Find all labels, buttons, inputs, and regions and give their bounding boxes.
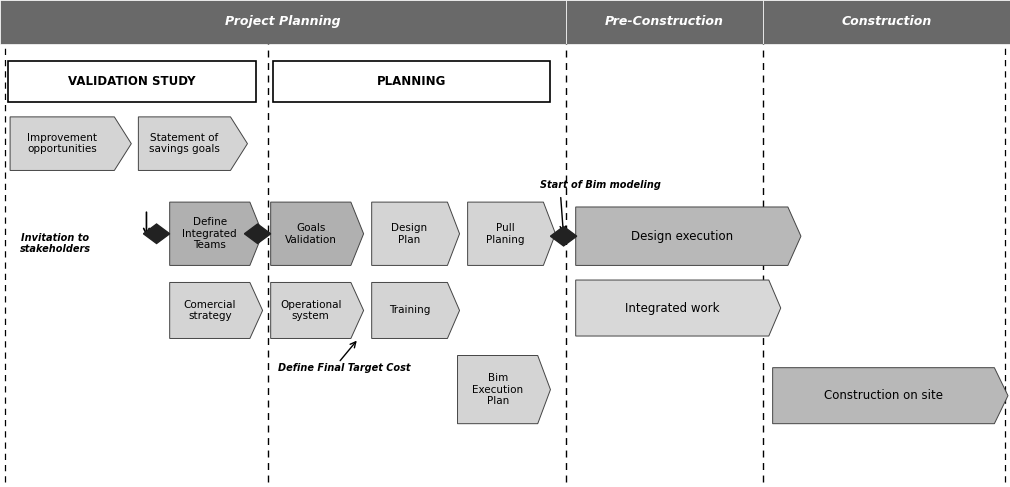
Polygon shape: [170, 202, 263, 265]
Text: Goals
Validation: Goals Validation: [285, 223, 336, 244]
Polygon shape: [773, 368, 1008, 424]
Polygon shape: [576, 280, 781, 336]
Polygon shape: [271, 202, 364, 265]
Text: Project Planning: Project Planning: [225, 16, 340, 28]
Polygon shape: [244, 224, 271, 244]
Text: Define Final Target Cost: Define Final Target Cost: [278, 363, 410, 373]
Text: Construction: Construction: [841, 16, 931, 28]
FancyBboxPatch shape: [0, 0, 566, 44]
Text: Comercial
strategy: Comercial strategy: [184, 300, 236, 321]
Text: Statement of
savings goals: Statement of savings goals: [149, 133, 220, 154]
Polygon shape: [10, 117, 131, 170]
FancyBboxPatch shape: [763, 0, 1010, 44]
Text: Construction on site: Construction on site: [824, 389, 943, 402]
Polygon shape: [458, 356, 550, 424]
Text: PLANNING: PLANNING: [377, 75, 446, 88]
Polygon shape: [271, 282, 364, 338]
FancyBboxPatch shape: [8, 61, 256, 102]
Polygon shape: [372, 282, 460, 338]
Text: Design
Plan: Design Plan: [392, 223, 427, 244]
Text: Operational
system: Operational system: [280, 300, 341, 321]
Polygon shape: [550, 226, 577, 246]
Text: Define
Integrated
Teams: Define Integrated Teams: [183, 217, 237, 250]
Polygon shape: [576, 207, 801, 265]
Polygon shape: [170, 282, 263, 338]
Polygon shape: [468, 202, 556, 265]
Polygon shape: [372, 202, 460, 265]
FancyBboxPatch shape: [273, 61, 550, 102]
Text: Bim
Execution
Plan: Bim Execution Plan: [472, 373, 523, 406]
Text: Start of Bim modeling: Start of Bim modeling: [540, 180, 662, 190]
Text: Pull
Planing: Pull Planing: [486, 223, 525, 244]
Text: Pre-Construction: Pre-Construction: [605, 16, 723, 28]
Polygon shape: [143, 224, 170, 244]
Text: Integrated work: Integrated work: [625, 301, 719, 315]
FancyBboxPatch shape: [566, 0, 763, 44]
Text: VALIDATION STUDY: VALIDATION STUDY: [68, 75, 196, 88]
Text: Improvement
opportunities: Improvement opportunities: [27, 133, 97, 154]
Text: Design execution: Design execution: [630, 230, 733, 243]
Text: Training: Training: [389, 305, 430, 316]
Text: Invitation to
stakeholders: Invitation to stakeholders: [20, 233, 91, 254]
Polygon shape: [138, 117, 247, 170]
